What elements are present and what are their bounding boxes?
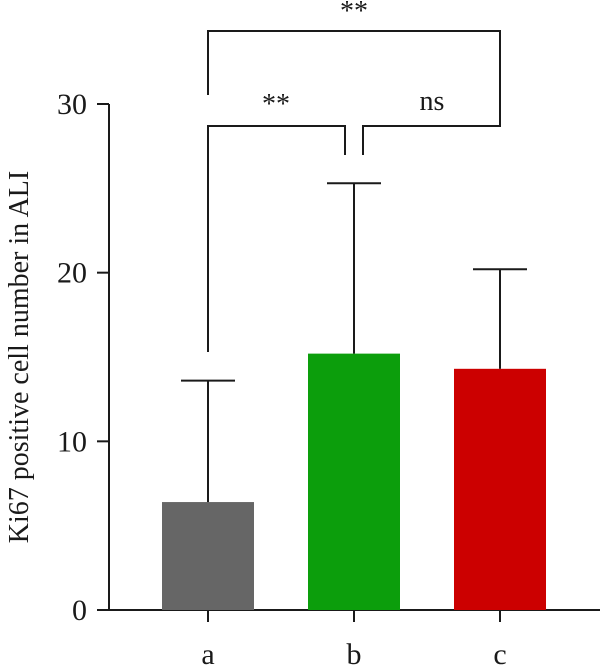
significance-label-a-c: ** [340, 0, 368, 27]
significance-bracket-a-b [207, 125, 346, 352]
y-tick-label: 30 [57, 88, 87, 121]
y-tick-label: 0 [72, 594, 87, 627]
bars [162, 353, 546, 610]
significance-label-b-c: ns [420, 86, 445, 117]
x-tick-label: c [493, 638, 506, 665]
y-axis-title: Ki67 positive cell number in ALI [4, 171, 35, 544]
x-tick-label: a [201, 638, 214, 665]
x-tick-label: b [347, 638, 362, 665]
bar-b [308, 353, 400, 610]
y-tick-label: 20 [57, 257, 87, 290]
y-tick-label: 10 [57, 425, 87, 458]
error-bars [181, 182, 527, 503]
significance-bracket-a-c [207, 30, 501, 97]
y-axis: 0 10 20 30 [57, 88, 110, 627]
bar-a [162, 502, 254, 610]
significance-label-a-b: ** [262, 89, 290, 120]
bar-c [454, 368, 546, 610]
x-axis: a b c [109, 609, 600, 665]
significance-brackets: ** ns ** [207, 0, 501, 352]
significance-bracket-b-c [362, 97, 501, 155]
